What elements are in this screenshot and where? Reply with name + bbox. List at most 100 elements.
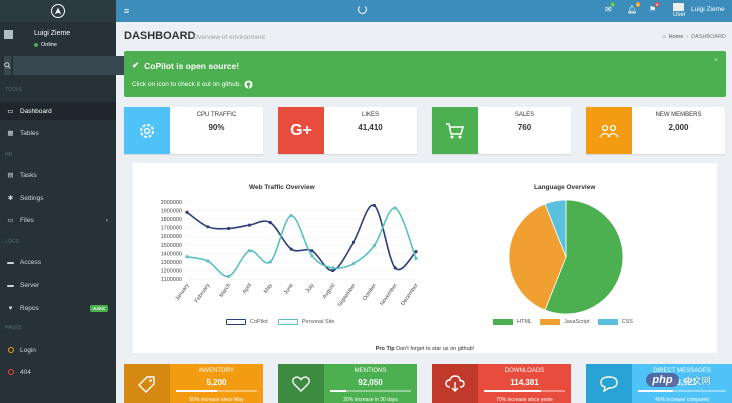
sidebar-item-settings[interactable]: ✱ Settings [0,189,116,207]
sidebar-item-label: Settings [20,194,44,202]
pro-tip: Pro Tip Don't forget to star us on githu… [133,346,717,352]
sidebar-item-access[interactable]: ▬ Access [0,253,116,271]
sidebar-item-label: Repos [20,304,39,312]
series-line-personal-site [186,207,417,278]
pie-chart-title: Language Overview [534,184,596,191]
info-box-label: LIKES [361,112,379,118]
sidebar-item-404[interactable]: 404 [0,363,116,381]
user-menu-button[interactable] [673,3,684,11]
menu-toggle-icon[interactable]: ≡ [124,6,130,16]
data-point[interactable] [227,226,231,231]
home-icon: ⌂ [662,34,666,40]
page-subtitle: Overview of environment [193,34,265,41]
check-icon: ✔ [132,60,140,70]
data-point[interactable] [227,274,231,279]
search-icon [4,62,11,69]
sidebar-item-server[interactable]: ▬ Server [0,276,116,294]
stat-box-desc: 70% increase since yeste [496,397,553,403]
data-point[interactable] [414,256,418,261]
y-tick-label: 1800000 [161,217,182,223]
sidebar-item-files[interactable]: ▭ Files ‹ [0,211,116,229]
y-tick-label: 2000000 [161,200,182,206]
sidebar-item-dashboard[interactable]: ▭ Dashboard [0,102,116,120]
y-tick-label: 1200000 [161,268,182,274]
sidebar-item-repos[interactable]: ♥ Repos AJAX [0,299,116,317]
data-point[interactable] [331,268,335,273]
breadcrumb-home[interactable]: Home [668,34,684,40]
data-point[interactable] [289,247,293,251]
data-point[interactable] [268,260,272,264]
topbar-user-name[interactable]: Luigi Zieme [691,6,725,13]
legend-label: JavaScript [563,319,590,325]
watermark: php 中文网 [625,357,732,403]
mail-button[interactable]: ✉ 5 [605,2,615,14]
sidebar-item-tasks[interactable]: ▤ Tasks [0,166,116,184]
topbar: ≡ ✉ 5 🔔︎ 8 ⚑ 6 User Luigi Zieme [116,0,732,22]
stat-box-desc: 40% increase compared [655,397,709,403]
circle-yellow-icon [7,347,14,353]
sidebar-item-login[interactable]: Login [0,341,116,359]
data-point[interactable] [351,240,356,244]
info-box-likes: G+ LIKES 41,410 [278,107,417,154]
info-box-members: NEW MEMBERS 2,000 [586,107,725,154]
sidebar-item-tables[interactable]: ▦ Tables [0,124,116,142]
legend-swatch [226,319,246,325]
search-button[interactable] [4,56,11,75]
progress-fill [484,390,541,392]
pie-slice-css[interactable] [544,199,567,258]
data-point[interactable] [414,250,418,254]
watermark-site: 中文网 [683,375,711,386]
breadcrumb: ⌂ Home › DASHBOARD [662,34,726,40]
user-avatar [673,3,684,11]
data-point[interactable] [310,249,314,253]
app-logo[interactable] [0,0,116,22]
loading-spinner-icon [358,5,367,14]
alert-success: ✔ CoPilot is open source! Click on icon … [124,51,726,97]
flags-button[interactable]: ⚑ 6 [649,2,660,14]
y-tick-label: 1700000 [161,226,182,232]
data-point[interactable] [289,214,293,218]
data-point[interactable] [247,223,252,227]
data-point[interactable] [185,210,189,214]
data-point[interactable] [372,244,376,248]
gear-icon: ✱ [7,195,14,202]
data-point[interactable] [310,254,314,258]
info-box-value: 2,000 [668,123,689,132]
sidebar-search [4,56,190,75]
data-point[interactable] [372,203,376,208]
data-point[interactable] [331,266,335,270]
cloud-download-icon [432,364,478,403]
data-point[interactable] [393,206,397,210]
data-point[interactable] [393,266,397,270]
pie-slice-javascript[interactable] [508,203,567,311]
pro-tip-label: Pro Tip [375,346,395,352]
chevron-left-icon: ‹ [105,216,108,224]
web-traffic-line-chart: 2000000 1900000 1800000 1700000 1600000 15000… [161,200,420,308]
logo-icon [51,4,65,18]
progress-fill [330,390,347,392]
x-tick-label: January [174,283,190,303]
data-point[interactable] [351,262,356,266]
data-point[interactable] [206,259,210,263]
progress-bar [484,390,565,392]
data-point[interactable] [206,225,210,229]
data-point[interactable] [185,255,189,259]
heart-icon [278,364,324,403]
alert-text-content: Click on icon to check it out on github. [132,81,242,88]
data-point[interactable] [268,220,272,225]
pie-slice-html[interactable] [544,199,624,315]
notifications-button[interactable]: 🔔︎ 8 [627,2,641,14]
close-icon[interactable]: × [713,57,718,64]
stat-box-desc: 20% increase in 30 days [343,397,398,403]
access-icon: ▬ [7,258,14,266]
legend-label: Personal Site [301,319,335,325]
user-status: Online [34,42,57,48]
data-point[interactable] [247,249,252,253]
bell-icon: 🔔︎ [627,5,638,14]
y-tick-label: 1400000 [161,251,182,257]
progress-bar [176,390,257,392]
stat-box-downloads: DOWNLOADS 114,381 70% increase since yes… [432,364,571,403]
github-icon[interactable] [244,80,253,89]
sidebar-item-label: Access [20,258,41,266]
series-line-copilot [186,204,417,272]
